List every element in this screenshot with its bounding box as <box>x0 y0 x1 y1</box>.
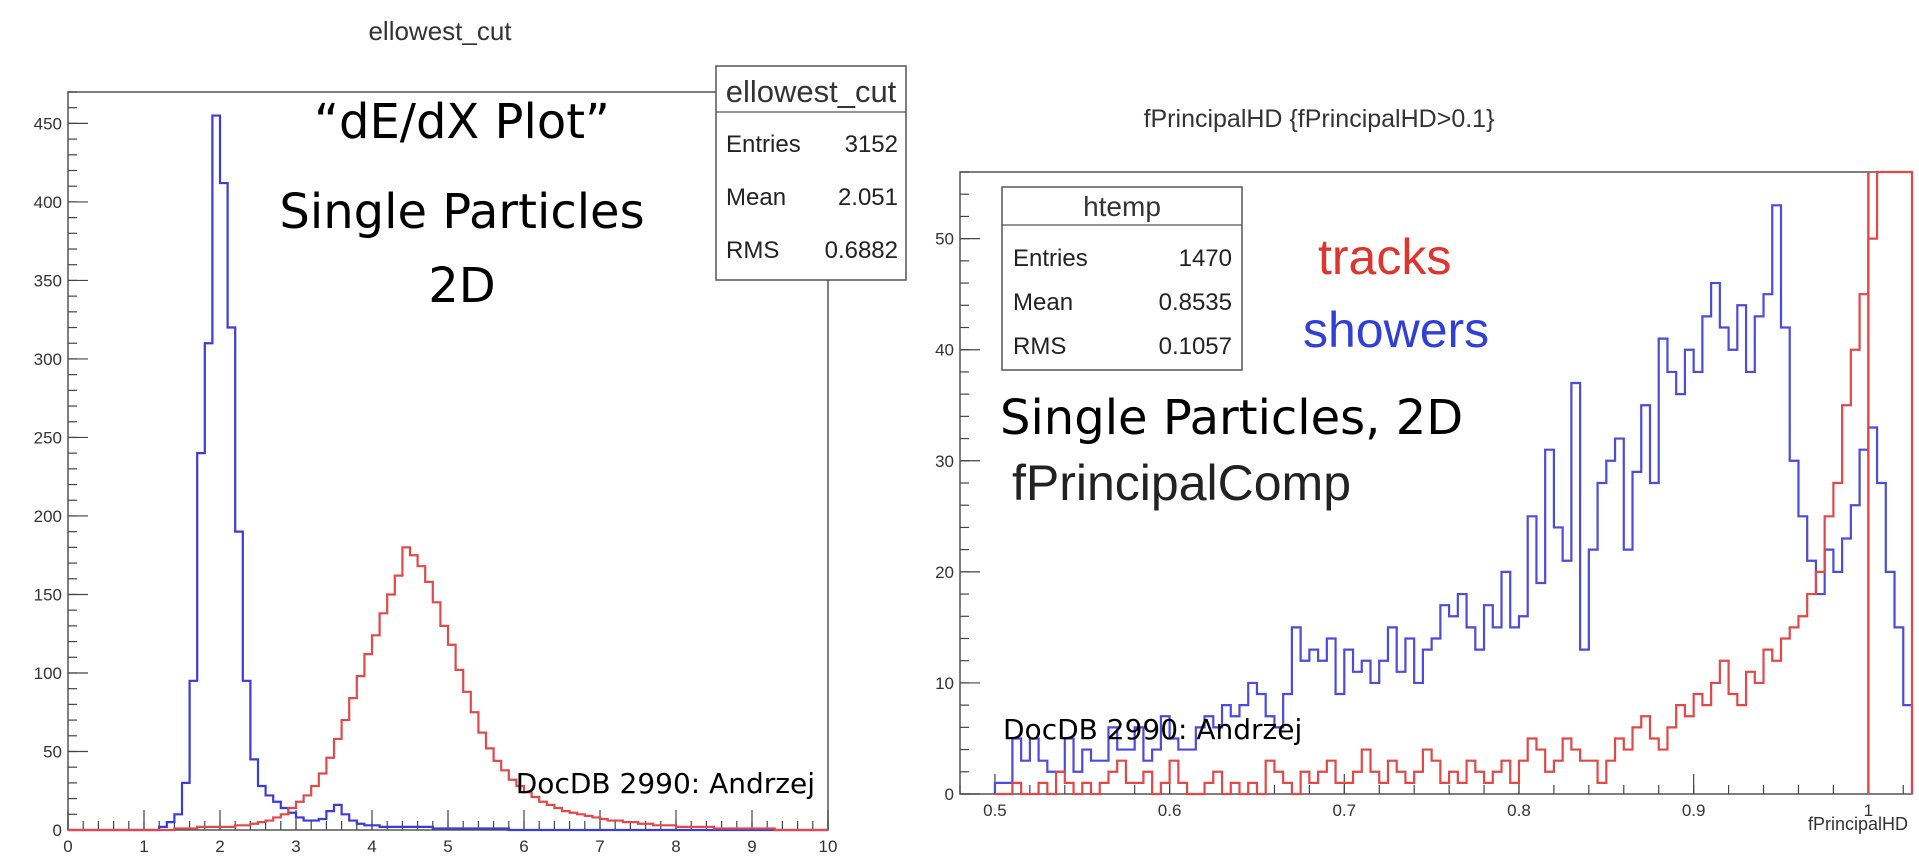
left-y-tick-label: 200 <box>34 507 62 526</box>
right-stats-value: 1470 <box>1179 245 1232 272</box>
left-stats-value: 0.6882 <box>825 237 898 264</box>
right-histogram-panel: fPrincipalHD {fPrincipalHD>0.1} 0.5 0.6 0.… <box>935 105 1914 834</box>
left-x-tick-label: 3 <box>291 837 300 856</box>
left-y-tick-label: 50 <box>43 742 62 761</box>
right-x-tick-label: 0.6 <box>1158 801 1182 820</box>
right-y-tick-label: 30 <box>935 452 954 471</box>
left-stats-title: ellowest_cut <box>726 74 897 109</box>
left-x-tick-labels: 0 1 2 3 4 5 6 7 8 9 10 <box>63 837 837 856</box>
left-stats-label: RMS <box>726 237 779 264</box>
left-y-tick-label: 450 <box>34 114 62 133</box>
right-series-tracks <box>994 170 1914 796</box>
right-series-showers <box>993 204 1914 794</box>
left-x-tick-label: 9 <box>747 837 756 856</box>
right-y-tick-label: 10 <box>935 674 954 693</box>
left-stats-label: Mean <box>726 184 786 211</box>
left-y-tick-label: 250 <box>34 428 62 447</box>
right-y-tick-label: 40 <box>935 341 954 360</box>
left-y-tick-labels: 0 50 100 150 200 250 300 350 400 450 <box>34 114 62 840</box>
legend-tracks: tracks <box>1318 229 1451 285</box>
right-heading-line-2: fPrincipalComp <box>1012 455 1351 511</box>
right-stats-label: Entries <box>1013 245 1088 272</box>
left-x-tick-label: 8 <box>671 837 680 856</box>
left-x-tick-label: 1 <box>139 837 148 856</box>
left-heading-line-1: “dE/dX Plot” <box>314 94 610 150</box>
right-y-tick-label: 0 <box>945 785 954 804</box>
right-credit: DocDB 2990: Andrzej <box>1003 713 1302 746</box>
left-heading-line-2: Single Particles <box>279 184 644 240</box>
right-x-tick-label: 1 <box>1864 801 1873 820</box>
right-x-tick-labels: 0.5 0.6 0.7 0.8 0.9 1 <box>983 801 1873 820</box>
left-y-tick-label: 100 <box>34 664 62 683</box>
left-y-tick-label: 300 <box>34 350 62 369</box>
left-credit: DocDB 2990: Andrzej <box>516 767 815 800</box>
left-x-tick-label: 6 <box>519 837 528 856</box>
left-stats-value: 2.051 <box>838 184 898 211</box>
right-stats-label: Mean <box>1013 289 1073 316</box>
right-y-tick-label: 50 <box>935 230 954 249</box>
left-x-tick-label: 4 <box>367 837 376 856</box>
right-y-tick-labels: 0 10 20 30 40 50 <box>935 230 954 804</box>
right-heading-line-1: Single Particles, 2D <box>1000 390 1463 446</box>
left-stats-label: Entries <box>726 131 801 158</box>
left-heading-line-3: 2D <box>428 258 496 314</box>
left-y-tick-label: 150 <box>34 585 62 604</box>
right-stats-box: htemp Entries 1470 Mean 0.8535 RMS 0.105… <box>1001 186 1243 371</box>
left-y-tick-label: 0 <box>53 821 62 840</box>
left-stats-box: ellowest_cut Entries 3152 Mean 2.051 RMS… <box>715 65 907 281</box>
left-axis-ticks <box>67 91 829 831</box>
right-chart-title: fPrincipalHD {fPrincipalHD>0.1} <box>1144 105 1495 133</box>
left-series-red <box>68 546 828 832</box>
right-x-tick-label: 0.7 <box>1332 801 1356 820</box>
right-x-tick-label: 0.5 <box>983 801 1007 820</box>
right-stats-title: htemp <box>1083 191 1161 222</box>
left-y-tick-label: 400 <box>34 193 62 212</box>
right-x-tick-label: 0.9 <box>1682 801 1706 820</box>
right-y-tick-label: 20 <box>935 563 954 582</box>
left-chart-title: ellowest_cut <box>368 16 512 46</box>
left-y-tick-label: 350 <box>34 271 62 290</box>
left-x-tick-label: 7 <box>595 837 604 856</box>
right-x-tick-label: 0.8 <box>1507 801 1531 820</box>
left-x-tick-label: 0 <box>63 837 72 856</box>
left-stats-value: 3152 <box>845 131 898 158</box>
left-histogram-panel: ellowest_cut 0 1 2 3 4 5 6 7 8 9 10 0 50 100 150 200 25… <box>34 16 907 856</box>
right-x-axis-label: fPrincipalHD <box>1808 814 1908 834</box>
right-stats-label: RMS <box>1013 333 1066 360</box>
right-stats-value: 0.8535 <box>1159 289 1232 316</box>
left-x-tick-label: 2 <box>215 837 224 856</box>
right-stats-value: 0.1057 <box>1159 333 1232 360</box>
left-series-blue <box>68 114 828 832</box>
legend-showers: showers <box>1303 302 1489 358</box>
left-x-tick-label: 5 <box>443 837 452 856</box>
left-x-tick-label: 10 <box>819 837 838 856</box>
